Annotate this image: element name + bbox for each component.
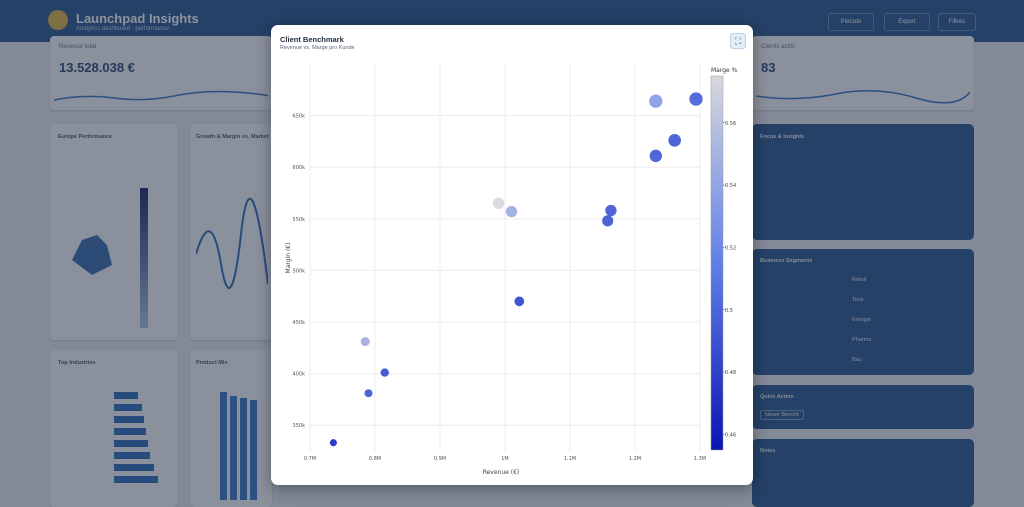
y-tick-label: 450k (293, 320, 306, 326)
data-point (505, 205, 518, 218)
colorbar-tick-label: 0.56 (725, 121, 736, 127)
y-tick-label: 350k (293, 423, 306, 429)
data-point (492, 197, 505, 210)
data-point (605, 204, 617, 217)
data-point (602, 215, 614, 227)
x-tick-label: 1.2M (629, 456, 641, 462)
data-point (329, 439, 337, 447)
scatter-chart: 0.7M 0.8M 0.9M 1M 1.1M 1.2M 1.3M 350k 400k 450k 5… (285, 64, 738, 476)
colorbar-ticks: 0.46 0.48 0.5 0.52 0.54 0.56 (723, 121, 736, 438)
x-tick-label: 1.3M (694, 456, 706, 462)
client-benchmark-modal: Client Benchmark Revenue vs. Marge pro K… (271, 25, 753, 485)
data-point (649, 149, 662, 163)
y-tick-label: 600k (293, 165, 306, 171)
x-tick-label: 0.9M (434, 456, 446, 462)
data-point (689, 92, 703, 106)
colorbar-tick-label: 0.52 (725, 245, 736, 251)
modal-subtitle: Revenue vs. Marge pro Kunde (280, 45, 355, 51)
x-tick-label: 1M (501, 456, 509, 462)
x-axis-label: Revenue (€) (483, 469, 520, 476)
modal-title: Client Benchmark (280, 35, 344, 44)
colorbar (710, 75, 724, 451)
data-point (364, 389, 373, 398)
y-axis-label: Margin (€) (285, 243, 292, 274)
y-tick-label: 550k (293, 217, 306, 223)
y-tick-label: 500k (293, 268, 306, 274)
expand-icon: ⛶ (734, 36, 742, 46)
y-axis: 350k 400k 450k 500k 550k 600k 650k (293, 114, 306, 430)
colorbar-title: Marge % (711, 67, 738, 74)
data-point (668, 134, 681, 147)
x-tick-label: 0.8M (369, 456, 381, 462)
x-tick-label: 1.1M (564, 456, 576, 462)
data-point (649, 94, 663, 108)
x-tick-label: 0.7M (304, 456, 316, 462)
colorbar-tick-label: 0.54 (725, 183, 736, 189)
y-tick-label: 400k (293, 372, 306, 378)
chart-grid (309, 64, 701, 451)
data-point (360, 337, 370, 347)
expand-button[interactable]: ⛶ (730, 33, 746, 49)
colorbar-tick-label: 0.5 (725, 308, 733, 314)
data-point (380, 368, 389, 377)
data-point (514, 296, 525, 307)
y-tick-label: 650k (293, 114, 306, 120)
x-axis: 0.7M 0.8M 0.9M 1M 1.1M 1.2M 1.3M (304, 456, 706, 462)
chart-points (329, 92, 703, 447)
colorbar-tick-label: 0.48 (725, 370, 736, 376)
colorbar-tick-label: 0.46 (725, 432, 736, 438)
